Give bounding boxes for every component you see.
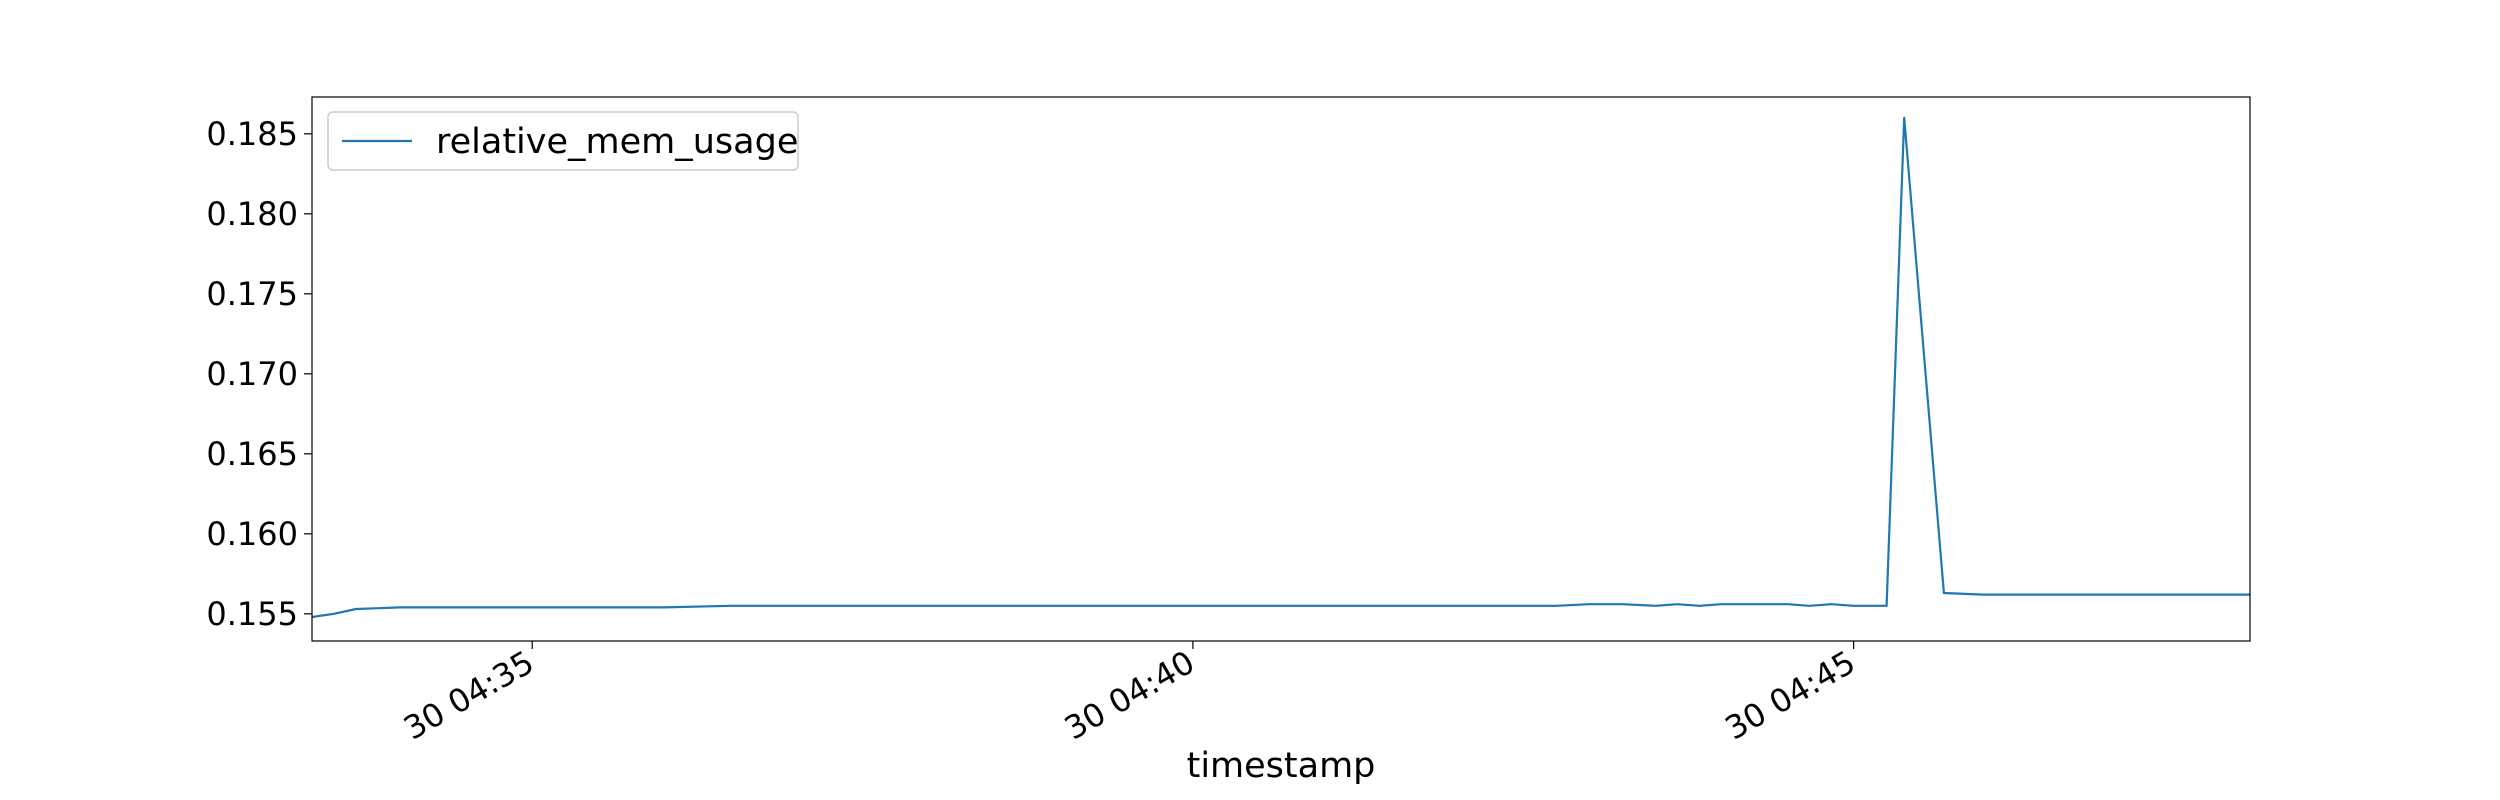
series-layer [312,116,2250,619]
y-tick-label: 0.165 [206,435,298,473]
legend-box [327,111,799,171]
series-line-relative_mem_usage [312,116,2250,619]
y-tick-label: 0.160 [206,515,298,553]
y-axis: 0.155 0.160 0.165 0.170 0.175 0.180 0.185 [206,115,312,633]
y-tick-label: 0.170 [206,355,298,393]
plot-background [312,97,2250,641]
legend-label: relative_mem_usage [436,122,798,162]
legend: relative_mem_usage [327,111,799,171]
y-tick-label: 0.185 [206,115,298,153]
y-tick-label: 0.155 [206,595,298,633]
x-axis-title: timestamp [1187,746,1376,786]
plot-frame [311,96,2251,642]
y-tick-label: 0.180 [206,195,298,233]
plot-area [311,96,2251,642]
y-tick-label: 0.175 [206,275,298,313]
